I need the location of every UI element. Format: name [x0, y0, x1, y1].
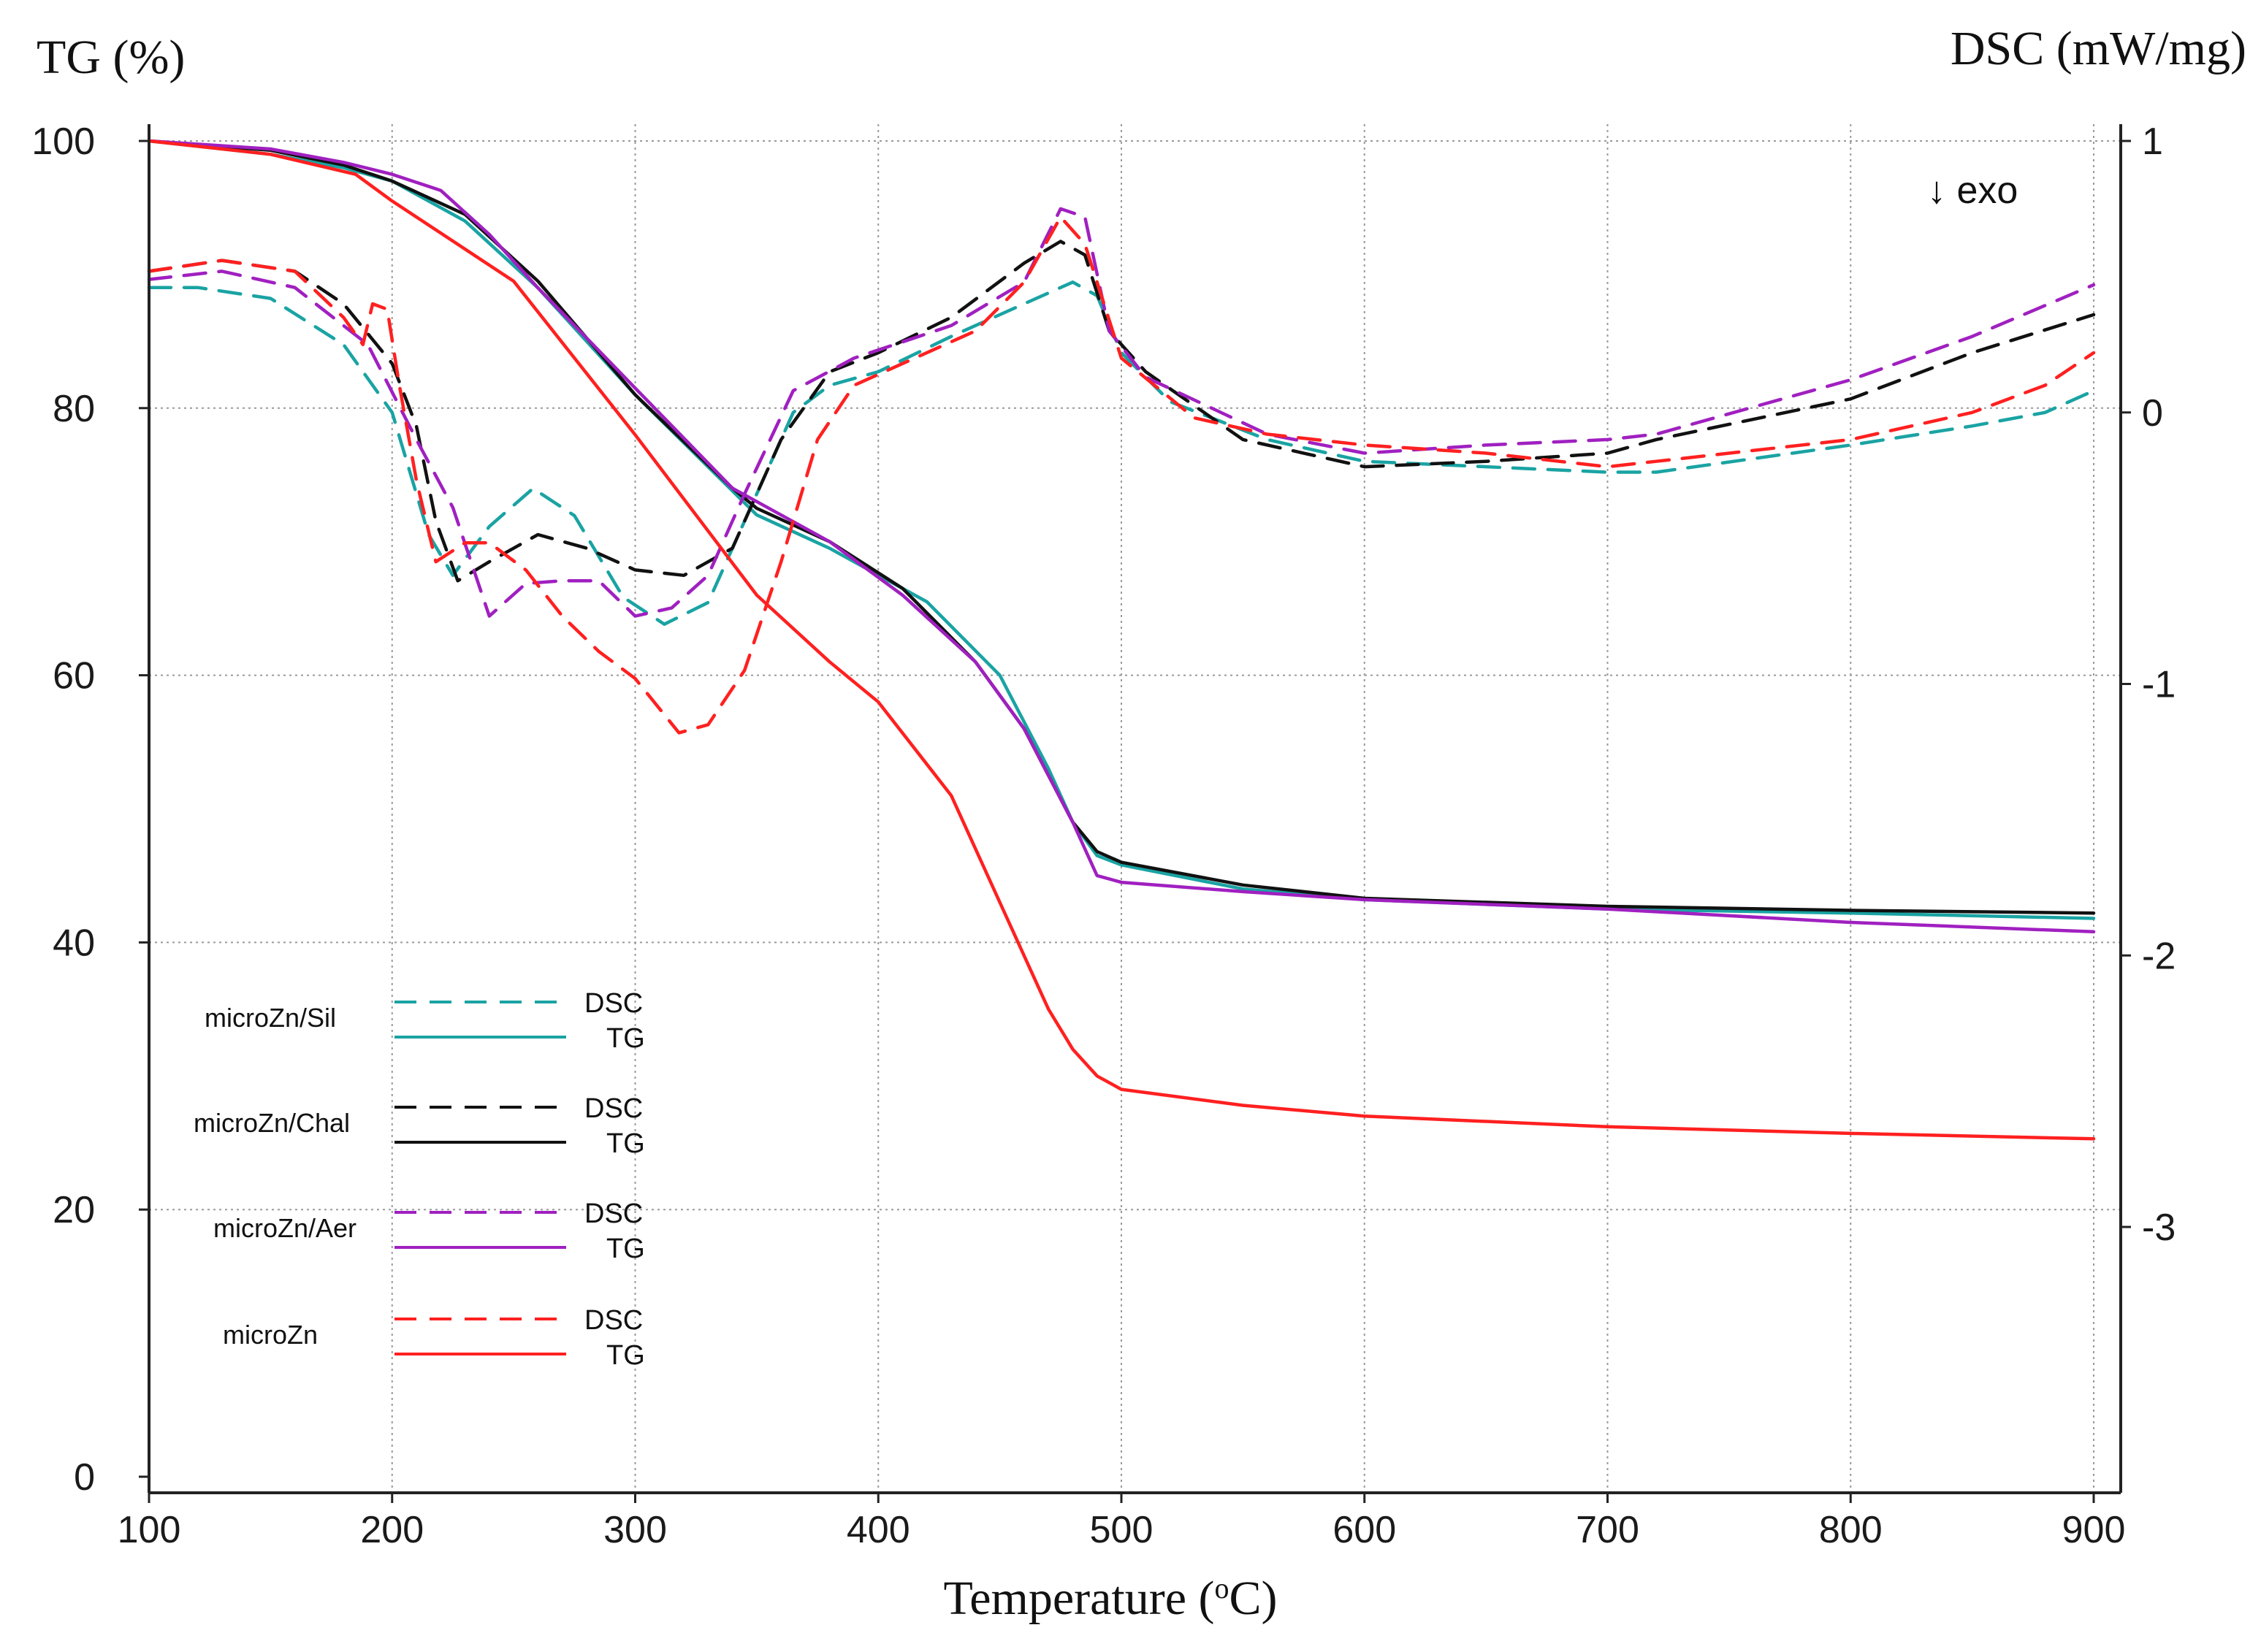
y-right-tick-label-1: 1 — [2142, 121, 2163, 163]
x-axis-title: Temperature (oC) — [944, 1572, 1278, 1625]
y-left-axis-title: TG (%) — [37, 31, 185, 84]
y-left-tick-label-100: 100 — [31, 121, 95, 163]
x-tick-label-900: 900 — [2062, 1509, 2126, 1551]
y-right-tick-label-0: 0 — [2142, 392, 2163, 435]
series-microzn-aer-dsc — [147, 207, 2096, 618]
y-right-tick-label--1: -1 — [2142, 664, 2176, 706]
x-tick-label-700: 700 — [1576, 1509, 1639, 1551]
series-microzn-tg — [147, 139, 2096, 1141]
tick-labels: 100 200 300 400 500 600 700 800 900 0 20 40 60 80 100 -… — [31, 121, 2176, 1551]
x-tick-label-100: 100 — [118, 1509, 181, 1551]
legend-name-microzn: microZn — [223, 1320, 318, 1350]
x-tick-label-200: 200 — [360, 1509, 424, 1551]
x-tick-label-400: 400 — [847, 1509, 910, 1551]
series-microzn-aer-tg — [147, 139, 2096, 934]
exo-annotation: ↓ exo — [1927, 169, 2018, 212]
series-layer — [147, 139, 2096, 1141]
series-microzn-chal-dsc — [147, 240, 2096, 583]
x-axis-title-main: Temperature ( — [944, 1572, 1215, 1625]
y-right-axis-title: DSC (mW/mg) — [1951, 22, 2246, 75]
legend-dsc-label-microzn-aer: DSC — [584, 1198, 643, 1229]
x-tick-label-800: 800 — [1819, 1509, 1883, 1551]
y-left-tick-label-80: 80 — [53, 388, 95, 430]
legend-name-microzn-sil: microZn/Sil — [205, 1003, 336, 1033]
x-tick-label-300: 300 — [603, 1509, 667, 1551]
legend-tg-label-microzn-aer: TG — [606, 1234, 645, 1264]
y-right-tick-label--3: -3 — [2142, 1207, 2176, 1249]
y-left-tick-label-20: 20 — [53, 1189, 95, 1231]
series-microzn-dsc — [147, 215, 2096, 735]
legend-name-microzn-aer: microZn/Aer — [213, 1213, 357, 1243]
x-axis-title-sup: o — [1215, 1572, 1229, 1605]
y-right-tick-label--2: -2 — [2142, 935, 2176, 977]
y-left-tick-label-60: 60 — [53, 655, 95, 697]
gridlines — [149, 124, 2121, 1493]
legend-dsc-label-microzn: DSC — [584, 1305, 643, 1336]
legend-tg-label-microzn-chal: TG — [606, 1128, 645, 1159]
legend-dsc-label-microzn-chal: DSC — [584, 1093, 643, 1124]
y-left-tick-label-0: 0 — [74, 1456, 95, 1499]
series-microzn-chal-tg — [147, 139, 2096, 915]
x-axis-title-tail: C) — [1229, 1572, 1278, 1625]
y-left-tick-label-40: 40 — [53, 922, 95, 964]
legend-tg-label-microzn: TG — [606, 1340, 645, 1371]
legend-tg-label-microzn-sil: TG — [606, 1023, 645, 1054]
legend-name-microzn-chal: microZn/Chal — [194, 1108, 350, 1138]
x-tick-label-500: 500 — [1090, 1509, 1154, 1551]
legend: microZn/Sil DSC TG microZn/Chal DSC TG microZn… — [194, 988, 645, 1371]
axes — [139, 124, 2131, 1503]
x-tick-label-600: 600 — [1332, 1509, 1396, 1551]
legend-dsc-label-microzn-sil: DSC — [584, 988, 643, 1019]
